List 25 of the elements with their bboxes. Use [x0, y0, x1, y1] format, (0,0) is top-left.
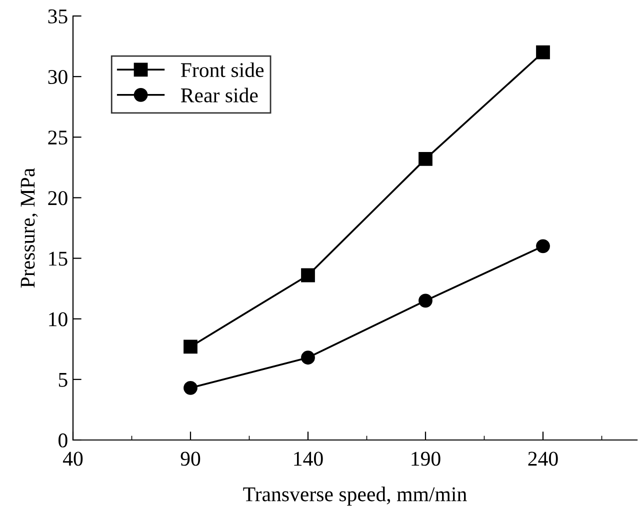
point	[418, 152, 432, 166]
y-tick-label: 5	[58, 373, 68, 387]
point	[536, 45, 550, 60]
x-tick-label: 90	[180, 452, 200, 466]
point	[418, 294, 432, 308]
y-tick-label: 0	[58, 433, 68, 448]
y-tick-label: 20	[48, 191, 68, 206]
legend-label: Rear side	[180, 88, 258, 102]
y-tick-label: 10	[49, 312, 68, 326]
y-tick-label: 15	[49, 252, 68, 266]
x-tick-label: 140	[294, 452, 323, 466]
point	[184, 380, 198, 395]
legend-label: Front side	[180, 62, 264, 78]
x-tick-label: 40	[62, 452, 83, 466]
y-tick-label: 25	[48, 130, 68, 145]
y-axis-title: Pressure, MPa	[20, 168, 38, 288]
point	[184, 340, 198, 354]
point	[301, 350, 315, 365]
x-tick-label: 240	[528, 452, 558, 466]
point	[301, 268, 315, 282]
x-tick-label: 190	[412, 452, 440, 466]
x-axis-title: Transverse speed, mm/min	[243, 486, 467, 506]
y-tick-label: 30	[48, 70, 68, 84]
point	[536, 239, 550, 254]
y-tick-label: 35	[48, 9, 68, 24]
